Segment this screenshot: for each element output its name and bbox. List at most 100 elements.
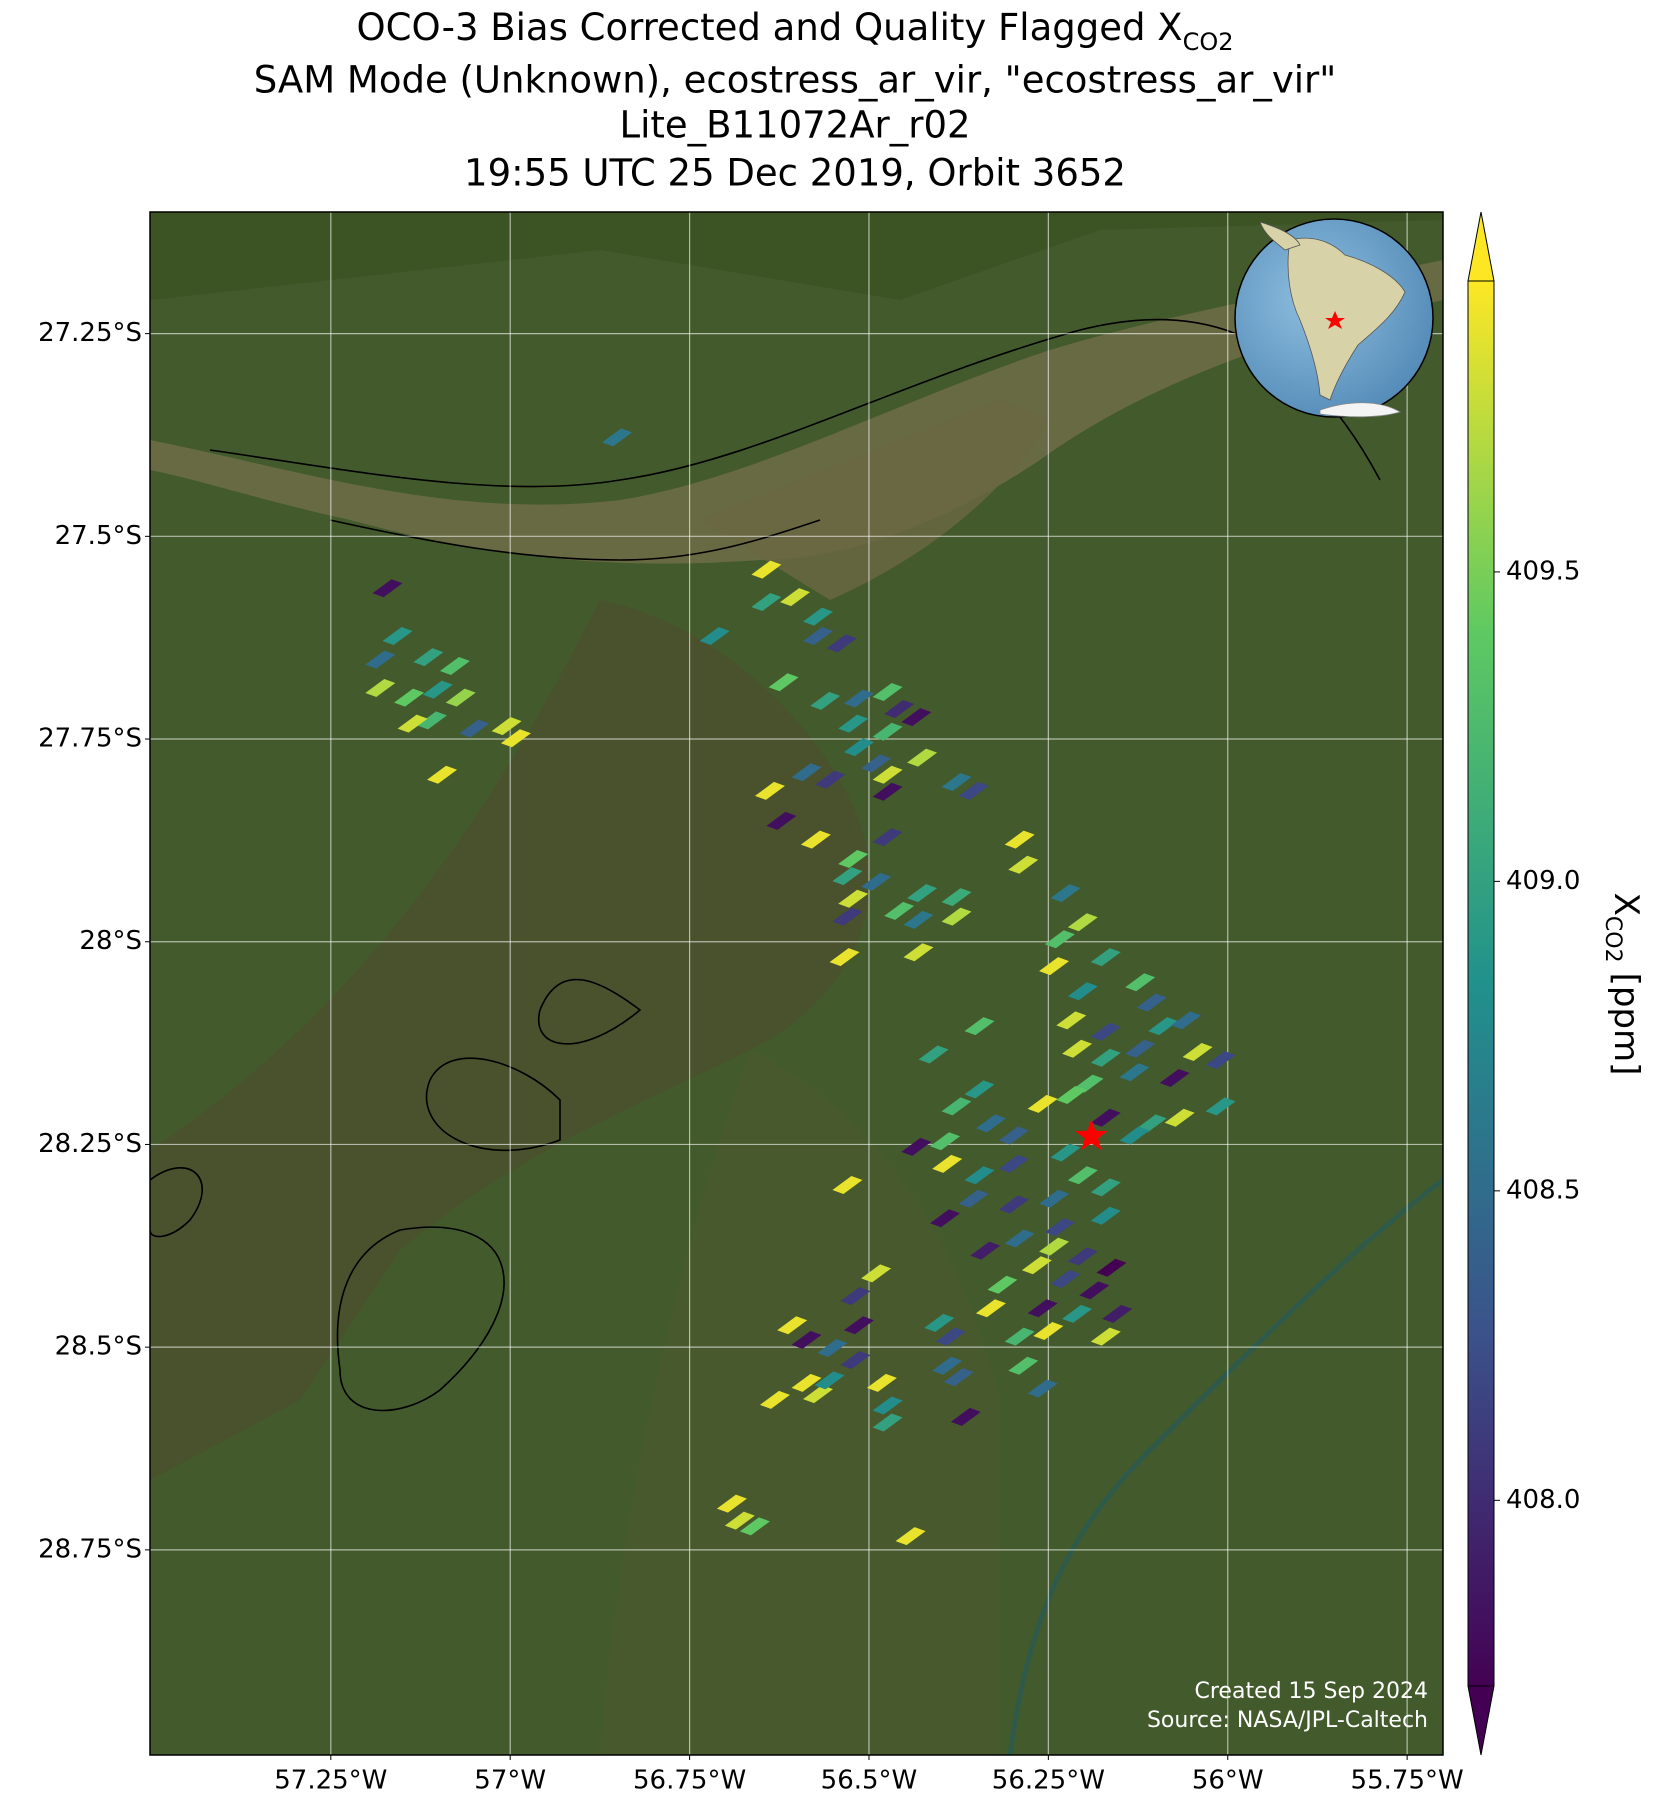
sounding: [1079, 1281, 1110, 1300]
sounding: [1027, 1299, 1058, 1318]
sounding: [861, 1264, 892, 1283]
sounding: [843, 689, 874, 708]
sounding: [416, 711, 447, 730]
sounding: [924, 1313, 955, 1332]
sounding: [843, 738, 874, 757]
sounding: [394, 688, 425, 707]
sounding: [901, 708, 932, 727]
map-frame: [149, 211, 1444, 1756]
sounding: [422, 680, 453, 699]
sounding: [941, 888, 972, 907]
sounding: [964, 1080, 995, 1099]
sounding: [491, 717, 522, 736]
x-tick-label: 56.75°W: [633, 1766, 746, 1796]
sounding: [884, 901, 915, 920]
sounding: [780, 588, 811, 607]
y-tick-label: 27.5°S: [55, 521, 142, 551]
y-tick-label: 28.25°S: [38, 1129, 142, 1159]
sounding: [803, 627, 834, 646]
sounding: [766, 811, 797, 830]
chart-subtitle: SAM Mode (Unknown), ecostress_ar_vir, "e…: [254, 59, 1337, 102]
sounding: [751, 593, 782, 612]
sounding: [918, 1045, 949, 1064]
footer-text: Created 15 Sep 2024: [1195, 1679, 1429, 1704]
sounding: [930, 1209, 961, 1228]
sounding: [1027, 1379, 1058, 1398]
sounding: [998, 1195, 1029, 1214]
sounding: [903, 943, 934, 962]
sounding: [1004, 1229, 1035, 1248]
sounding: [397, 714, 428, 733]
sounding: [930, 1132, 961, 1151]
sounding: [907, 748, 938, 767]
sounding: [1205, 1097, 1236, 1116]
sounding: [1004, 830, 1035, 849]
sounding: [843, 1316, 874, 1335]
sounding: [459, 719, 490, 738]
sounding: [838, 889, 869, 908]
sounding: [445, 688, 476, 707]
y-tick-label: 28.5°S: [55, 1332, 142, 1362]
title-subscript: CO2: [1183, 28, 1234, 56]
sounding: [943, 1368, 974, 1387]
sounding: [895, 1527, 926, 1546]
label-unit: [ppm]: [1607, 973, 1647, 1076]
sounding: [832, 867, 863, 886]
sounding: [1119, 1126, 1150, 1145]
y-tick-label: 28°S: [79, 926, 142, 956]
footer: Created 15 Sep 2024 Source: NASA/JPL-Cal…: [1147, 1679, 1428, 1733]
sounding: [1050, 884, 1081, 903]
sounding: [872, 1413, 903, 1432]
sounding: [941, 773, 972, 792]
sounding: [1062, 1304, 1093, 1323]
sounding: [1056, 1011, 1087, 1030]
sounding: [932, 1154, 963, 1173]
sounding: [903, 910, 934, 929]
sounding: [602, 428, 633, 447]
sounding: [950, 1407, 981, 1426]
sounding: [1090, 1206, 1121, 1225]
sounding: [1039, 1237, 1070, 1256]
sounding: [998, 1126, 1029, 1145]
label-symbol: X: [1607, 893, 1647, 916]
sounding: [832, 907, 863, 926]
sounding: [861, 872, 892, 891]
sounding: [500, 729, 531, 748]
colorbar-label: XCO2 [ppm]: [1601, 893, 1647, 1076]
sounding: [1033, 1321, 1064, 1340]
sounding: [439, 657, 470, 676]
sounding: [815, 770, 846, 789]
sounding: [1050, 1270, 1081, 1289]
sounding: [1136, 1114, 1167, 1133]
sounding: [1062, 1039, 1093, 1058]
x-tick-label: 57°W: [474, 1766, 546, 1796]
target-star: [1075, 1119, 1108, 1151]
sounding: [872, 683, 903, 702]
sounding: [1039, 1189, 1070, 1208]
colorbar-tick-label: 409.0: [1506, 866, 1580, 896]
sounding: [791, 1330, 822, 1349]
sounding: [838, 850, 869, 869]
sounding: [935, 1327, 966, 1346]
sounding: [1067, 1166, 1098, 1185]
sounding: [365, 678, 396, 697]
sounding: [872, 828, 903, 847]
sounding: [941, 907, 972, 926]
sounding: [1067, 1247, 1098, 1266]
colorbar-tick-label: 408.5: [1506, 1175, 1580, 1205]
sounding: [1182, 1043, 1213, 1062]
sounding: [716, 1494, 747, 1513]
sounding: [1067, 913, 1098, 932]
sounding: [1159, 1068, 1190, 1087]
y-tick-label: 27.75°S: [38, 724, 142, 754]
grid: [150, 212, 1443, 1755]
sounding: [838, 714, 869, 733]
x-tick-label: 57.25°W: [274, 1766, 387, 1796]
sounding: [826, 634, 857, 653]
sounding: [840, 1287, 871, 1306]
sounding: [810, 691, 841, 710]
sounding: [840, 1351, 871, 1370]
sounding: [832, 1175, 863, 1194]
sounding: [1171, 1011, 1202, 1030]
